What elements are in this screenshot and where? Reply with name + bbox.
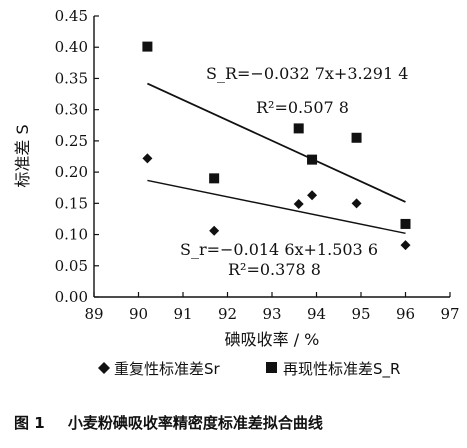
point-sR [400,218,411,229]
y-tick-label: 0.30 [55,101,88,119]
y-tick-label: 0.35 [55,69,88,87]
x-tick-label: 96 [396,305,415,323]
r2-label-sR: R²=0.507 8 [256,98,349,117]
figure-caption: 图 1 小麦粉碘吸收率精密度标准差拟合曲线 [14,414,323,432]
point-sr [209,225,220,236]
fit-equation-sR: S_R=−0.032 7x+3.291 4 [206,64,408,83]
x-tick-label: 97 [440,305,459,323]
y-tick-label: 0.25 [55,132,88,150]
data-points [142,41,411,251]
x-tick-label: 89 [84,305,103,323]
fit-lines [147,82,406,234]
legend-label-sR: 再现性标准差S_R [283,360,400,379]
point-sR [293,123,304,134]
point-sr [307,190,318,201]
fit-line-sr [147,179,406,234]
point-sr [293,198,304,209]
legend: 重复性标准差Sr 再现性标准差S_R [98,360,400,379]
y-axis-title: 标准差 S [13,124,32,187]
legend-marker-sr [98,362,110,374]
y-tick-label: 0.15 [55,194,88,212]
x-axis: 89 90 91 92 93 94 95 96 97 [84,292,460,323]
fit-line-sR [147,82,406,203]
x-tick-label: 94 [307,305,326,323]
x-axis-title: 碘吸收率 / % [225,330,320,349]
y-tick-label: 0.40 [55,38,88,56]
x-tick-label: 91 [173,305,192,323]
fit-equation-sr: S_r=−0.014 6x+1.503 6 [180,240,378,259]
x-tick-label: 90 [129,305,148,323]
x-tick-label: 93 [262,305,281,323]
y-tick-label: 0.00 [55,288,88,306]
point-sr [142,153,153,164]
point-sr [351,198,362,209]
x-tick-label: 95 [351,305,370,323]
point-sr [400,240,411,251]
y-tick-label: 0.10 [55,226,88,244]
y-tick-label: 0.20 [55,163,88,181]
point-sR [209,173,220,184]
r2-label-sr: R²=0.378 8 [228,260,321,279]
point-sR [307,154,318,165]
legend-marker-sR [266,362,277,373]
y-tick-label: 0.05 [55,257,88,275]
figure-number: 图 1 [14,414,45,432]
legend-label-sr: 重复性标准差Sr [114,360,221,378]
x-tick-label: 92 [218,305,237,323]
point-sR [142,41,153,52]
y-tick-label: 0.45 [55,7,88,25]
point-sR [351,132,362,143]
y-axis: 0.00 0.05 0.10 0.15 0.20 0.25 0.30 0.35 0.40 0.45 [55,7,99,306]
figure-caption-text: 小麦粉碘吸收率精密度标准差拟合曲线 [68,414,323,432]
